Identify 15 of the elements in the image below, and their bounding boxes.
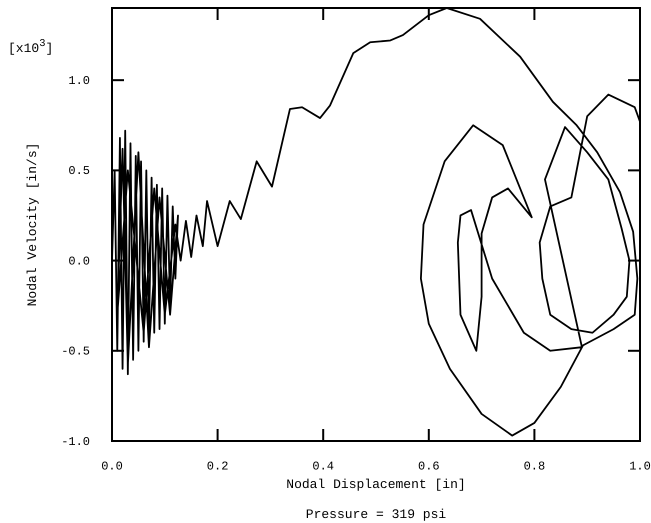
x-tick-label: 0.2: [206, 460, 228, 474]
y-tick-label: 0.0: [68, 254, 90, 268]
x-tick-label: 0.6: [418, 460, 440, 474]
x-axis-title: Nodal Displacement [in]: [286, 477, 466, 492]
x-tick-label: 0.4: [312, 460, 334, 474]
x-tick-label: 0.8: [524, 460, 546, 474]
y-tick-label: -0.5: [61, 344, 90, 359]
text: [x10$^{3}$]: [8, 38, 54, 56]
x-tick-label: 0.0: [101, 460, 123, 474]
y-tick-label: 1.0: [68, 74, 90, 88]
y-tick-label: 0.5: [68, 164, 90, 178]
text: Pressure = 319 psi: [306, 507, 446, 522]
x-tick-label: 1.0: [629, 460, 651, 474]
y-tick-label: -1.0: [61, 434, 90, 449]
y-axis-title: Nodal Velocity [in/s]: [25, 142, 40, 306]
